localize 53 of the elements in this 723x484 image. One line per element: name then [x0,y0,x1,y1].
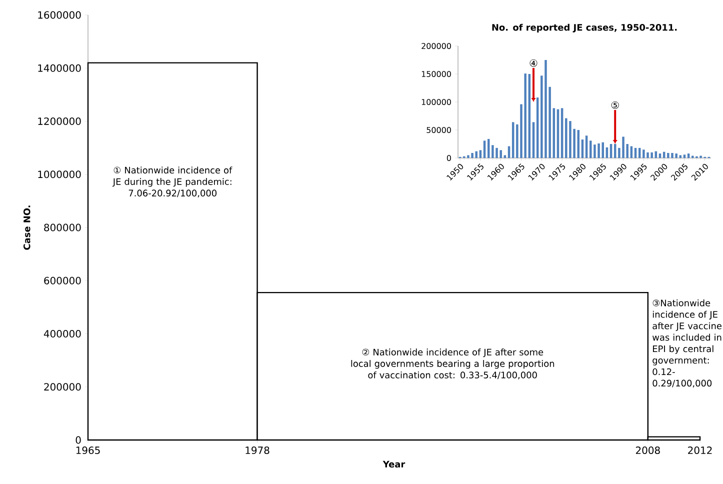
bar [569,121,572,158]
bar [585,136,588,158]
annotation: ② Nationwide incidence of JE after some local governments bearing a large proportion of vaccination cost: 0.33-5.4/100,000 [351,348,554,380]
bar [467,155,470,158]
bar [598,143,600,158]
bar [646,152,649,158]
y-tick-label: 200000 [44,383,81,391]
x-tick-label: 2012 [688,446,712,454]
bar [658,154,662,158]
y-tick-label: 1000000 [38,170,81,178]
y-axis-title: Case NO. [23,206,30,250]
y-tick-label: 1200000 [38,117,81,126]
bar [675,154,678,158]
bar [594,144,596,158]
bar [492,145,494,158]
bar [496,148,498,158]
y-tick-label: 1600000 [38,11,81,19]
bar [590,140,592,158]
bar [479,150,482,158]
x-tick-label: 1978 [246,446,270,454]
chart-title: No. of reported JE cases, 1950-2011. [492,24,677,32]
bar [524,73,526,158]
bar [471,152,474,158]
y-tick-label: 0 [76,436,81,444]
x-tick-label: 1965 [76,446,100,454]
bar [475,151,478,158]
bar [667,152,670,158]
bar [687,154,690,158]
annotation: ④ [530,59,538,67]
bar [500,150,502,158]
bar [650,152,653,158]
annotation: ③Nationwide incidence of JE after JE vaccine was included in EPI by central government: 0.12-0.29/100,000 [652,299,722,388]
bar [602,142,604,158]
y-tick-label: 800000 [44,224,81,232]
bar [508,146,510,158]
x-axis-title: Year [382,460,406,468]
y-tick-label: 600000 [44,276,81,284]
bar [483,140,486,158]
bar [671,152,674,158]
annotation: ⑤ [611,101,619,109]
bar [679,155,682,158]
bar [504,155,506,158]
bar [642,150,645,158]
y-tick-label: 400000 [44,330,81,338]
bar [630,146,633,158]
bar [565,118,568,158]
bar [512,122,514,158]
x-tick-label: 2008 [636,446,660,454]
bar [683,154,686,158]
annotation: ① Nationwide incidence of JE during the JE pandemic: 7.06-20.92/100,000 [112,166,232,198]
bar [622,136,624,158]
bar [544,60,547,158]
y-tick-label: 1400000 [38,64,81,72]
